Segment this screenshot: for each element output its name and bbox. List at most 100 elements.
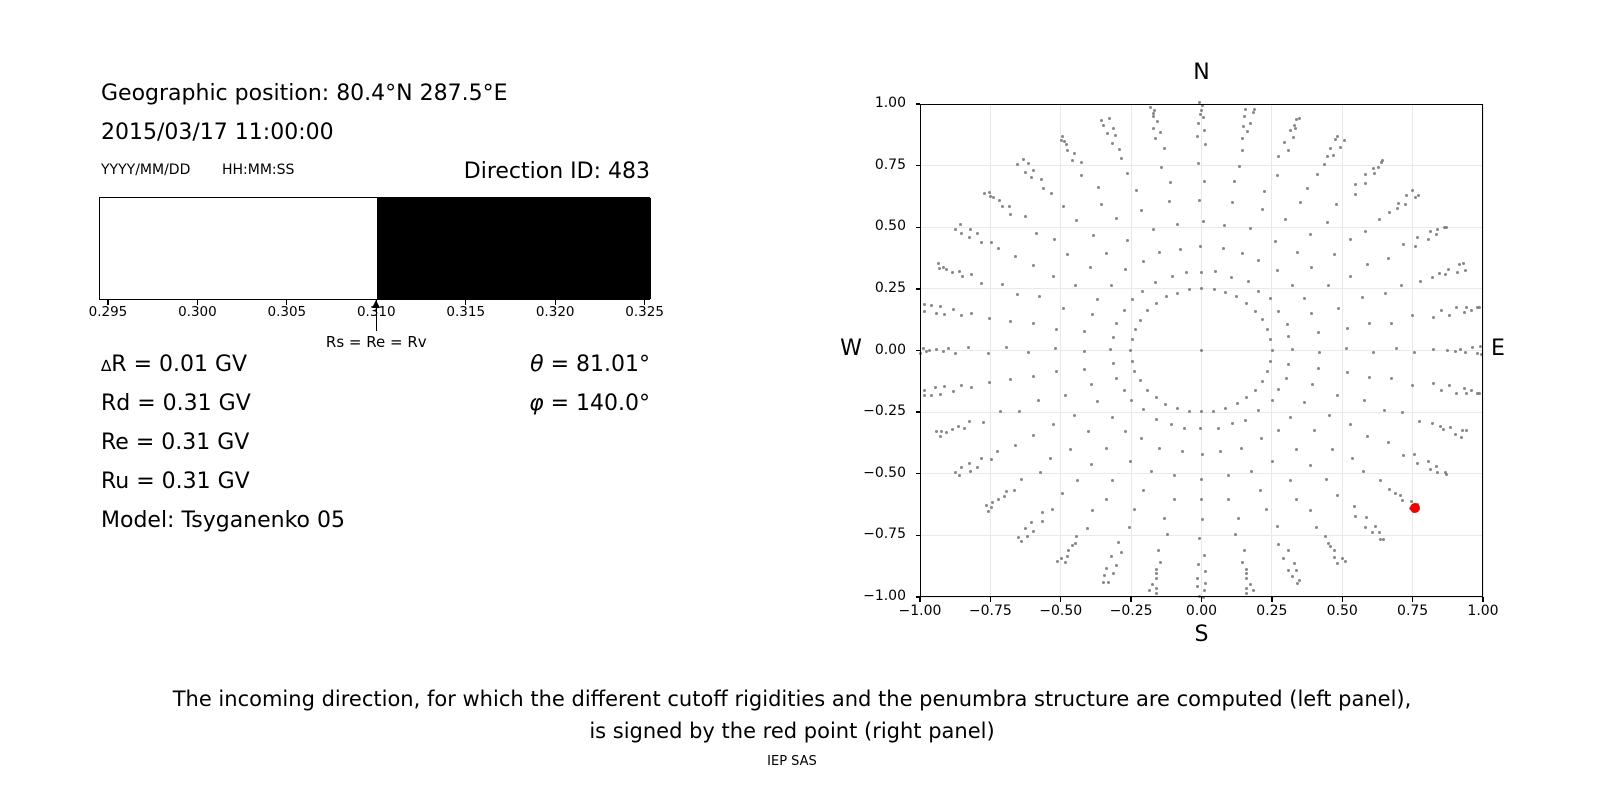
direction-dot bbox=[1377, 217, 1381, 221]
direction-dot bbox=[1019, 478, 1023, 482]
direction-dot bbox=[1156, 119, 1160, 123]
direction-dot bbox=[1114, 376, 1118, 380]
selected-direction-red-point bbox=[1410, 503, 1421, 514]
direction-dot bbox=[1293, 123, 1297, 127]
direction-dot bbox=[1051, 507, 1055, 511]
direction-dot bbox=[1009, 319, 1013, 323]
direction-dot bbox=[1197, 101, 1201, 105]
direction-dot bbox=[1260, 318, 1264, 322]
direction-dot bbox=[1401, 498, 1405, 502]
direction-dot bbox=[959, 231, 963, 235]
direction-dot bbox=[1061, 134, 1065, 138]
direction-dot bbox=[1443, 273, 1447, 277]
direction-dot bbox=[1458, 347, 1462, 351]
direction-dot bbox=[1310, 312, 1314, 316]
penumbra-bar bbox=[99, 197, 651, 300]
direction-dot bbox=[1345, 327, 1349, 331]
direction-dot bbox=[1026, 162, 1030, 166]
direction-dot bbox=[1353, 504, 1357, 508]
direction-dot bbox=[1203, 569, 1207, 573]
direction-dot bbox=[1152, 111, 1156, 115]
compass-south-label: S bbox=[1194, 622, 1209, 647]
direction-dot bbox=[1159, 561, 1163, 565]
direction-dot bbox=[1069, 448, 1073, 452]
direction-dot bbox=[1328, 147, 1332, 151]
direction-scatter-plot: −1.00 −0.75 −0.50 −0.25 0.00 0.25 0.50 0.75 1.00… bbox=[863, 95, 1498, 619]
direction-dot bbox=[1079, 160, 1083, 164]
penumbra-tick-label: 0.305 bbox=[267, 304, 307, 320]
direction-dot bbox=[1073, 152, 1077, 156]
x-axis-tick bbox=[919, 597, 921, 602]
y-axis-tick bbox=[915, 103, 920, 105]
direction-dot bbox=[1323, 163, 1327, 167]
direction-dot bbox=[1241, 561, 1245, 565]
direction-dot bbox=[1165, 532, 1169, 536]
direction-dot bbox=[1169, 181, 1173, 185]
y-tick-label: 0.50 bbox=[874, 218, 906, 235]
direction-dot bbox=[1063, 561, 1067, 565]
credit-text: IEP SAS bbox=[767, 754, 817, 769]
direction-dot bbox=[1293, 127, 1297, 131]
direction-dot bbox=[1470, 388, 1473, 392]
direction-dot bbox=[1139, 379, 1143, 383]
direction-dot bbox=[1345, 370, 1349, 374]
direction-dot bbox=[1131, 338, 1135, 342]
direction-dot bbox=[1164, 402, 1168, 406]
direction-dot bbox=[1004, 490, 1008, 494]
direction-dot bbox=[1151, 114, 1155, 118]
direction-dot bbox=[1111, 141, 1115, 145]
direction-dot bbox=[1282, 141, 1286, 145]
arrow-up-icon bbox=[372, 300, 381, 308]
penumbra-tick-label: 0.295 bbox=[88, 304, 128, 320]
direction-dot bbox=[1309, 266, 1313, 270]
direction-dot bbox=[1376, 165, 1380, 169]
direction-dot bbox=[1244, 107, 1248, 111]
direction-dot bbox=[979, 456, 983, 460]
delta-r-text: ∆R = 0.01 GV bbox=[101, 352, 248, 377]
direction-dot bbox=[1111, 126, 1115, 130]
direction-dot bbox=[935, 348, 939, 352]
x-tick-label: 0.75 bbox=[1397, 603, 1429, 619]
direction-dot bbox=[1335, 561, 1339, 565]
direction-dot bbox=[1009, 212, 1013, 216]
gridline bbox=[920, 473, 1483, 475]
direction-dot bbox=[1260, 208, 1264, 212]
direction-dot bbox=[1029, 521, 1033, 525]
direction-dot bbox=[957, 425, 961, 429]
direction-dot bbox=[1142, 259, 1146, 263]
direction-dot bbox=[987, 381, 991, 384]
direction-dot bbox=[1364, 182, 1368, 186]
direction-dot bbox=[1387, 487, 1391, 491]
direction-dot bbox=[1372, 167, 1376, 171]
direction-dot bbox=[1111, 415, 1115, 419]
direction-dot bbox=[1140, 437, 1144, 441]
direction-dot bbox=[1328, 545, 1332, 549]
direction-dot bbox=[1354, 514, 1358, 518]
direction-dot bbox=[1277, 542, 1281, 546]
direction-dot bbox=[1013, 254, 1017, 258]
direction-dot bbox=[1201, 518, 1205, 522]
direction-dot bbox=[1325, 477, 1329, 481]
direction-dot bbox=[967, 462, 971, 466]
direction-dot bbox=[1404, 202, 1408, 206]
direction-dot bbox=[939, 434, 943, 438]
direction-dot bbox=[1308, 509, 1312, 513]
direction-dot bbox=[1090, 313, 1094, 316]
direction-dot bbox=[958, 474, 962, 478]
direction-dot bbox=[1277, 387, 1281, 391]
y-axis-tick bbox=[915, 473, 920, 475]
direction-dot bbox=[1297, 579, 1301, 583]
re-text: Re = 0.31 GV bbox=[101, 430, 250, 455]
direction-dot bbox=[1199, 245, 1203, 249]
direction-dot bbox=[1436, 228, 1440, 232]
direction-dot bbox=[1291, 575, 1294, 579]
direction-dot bbox=[1101, 124, 1105, 127]
direction-dot bbox=[961, 275, 965, 279]
direction-dot bbox=[1291, 283, 1295, 287]
direction-dot bbox=[1260, 437, 1264, 441]
gridline bbox=[920, 534, 1483, 536]
direction-dot bbox=[1145, 388, 1149, 392]
x-tick-label: 0.25 bbox=[1256, 603, 1288, 619]
direction-dot bbox=[1295, 498, 1299, 502]
direction-dot bbox=[1024, 171, 1028, 175]
